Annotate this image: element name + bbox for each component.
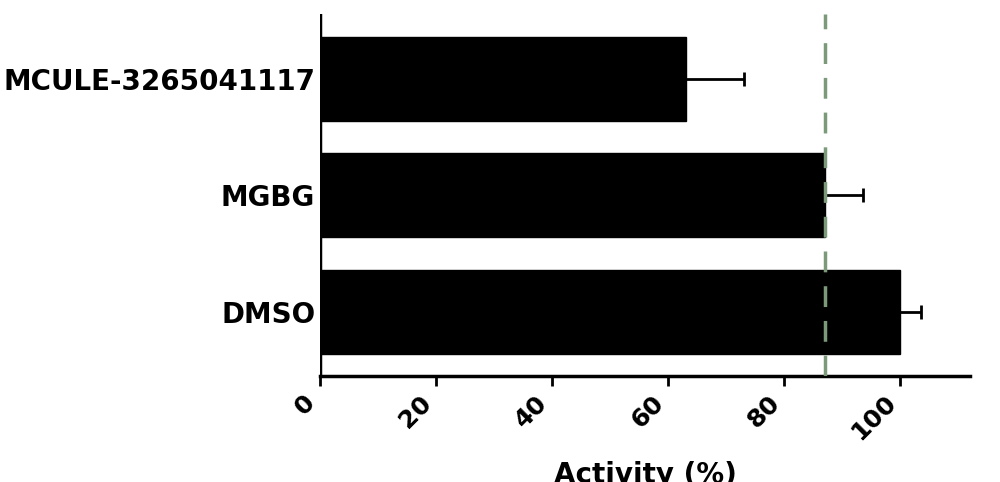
- Bar: [320, 37, 686, 120]
- X-axis label: Activity (%): Activity (%): [554, 461, 736, 482]
- Bar: [320, 153, 825, 237]
- Bar: [320, 270, 900, 354]
